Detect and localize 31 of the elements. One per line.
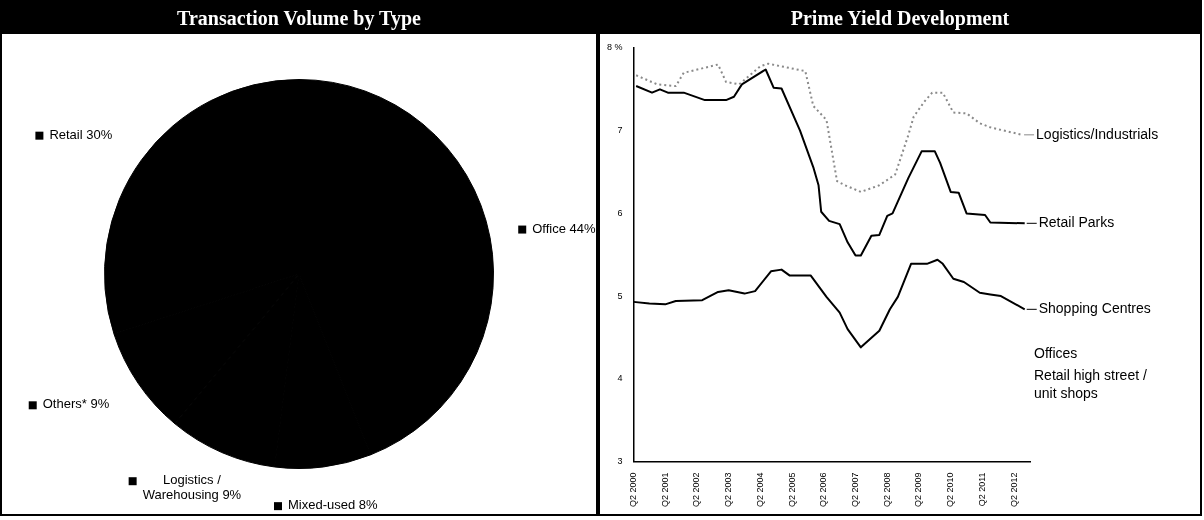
x-tick-label: Q2 2003: [723, 472, 734, 507]
x-tick-label: Q2 2005: [786, 472, 797, 507]
x-tick-label: Q2 2004: [754, 472, 765, 507]
x-tick-label: Q2 2006: [818, 472, 829, 507]
legend-label: Logistics/Industrials: [1036, 125, 1159, 142]
x-tick-label: Q2 2000: [627, 472, 638, 507]
x-tick-label: Q2 2010: [945, 472, 956, 507]
x-tick-label: Q2 2008: [881, 472, 892, 507]
y-tick-label: 3: [617, 455, 623, 466]
legend-label: Retail 30%: [49, 126, 113, 142]
text: Offices: [1034, 344, 1078, 361]
y-tick-label: 4: [617, 373, 623, 384]
y-tick-label: 5: [617, 290, 623, 301]
x-tick-label: Q2 2011: [976, 472, 987, 507]
legend-label: Retail Parks: [1038, 214, 1115, 231]
x-tick-label: Q2 2001: [659, 472, 670, 507]
legend-label: Logistics / Warehousing 9%: [142, 472, 242, 503]
legend-label: Shopping Centres: [1038, 300, 1151, 317]
x-tick-label: Q2 2007: [850, 472, 861, 507]
y-tick-label: 7: [617, 125, 623, 136]
legend-label: Mixed-used 8%: [287, 497, 379, 513]
x-tick-label: Q2 2009: [913, 472, 924, 507]
chart-title: Prime Yield Development: [600, 2, 1200, 34]
chart-title: Transaction Volume by Type: [2, 2, 596, 34]
y-tick-label: 6: [617, 207, 623, 218]
y-tick-label: 8 %: [606, 42, 623, 53]
legend-label: Others* 9%: [42, 396, 110, 412]
text: Retail high street / unit shops: [1034, 366, 1147, 401]
x-tick-label: Q2 2002: [691, 472, 702, 507]
x-tick-label: Q2 2012: [1008, 472, 1019, 507]
legend-label: Office 44%: [532, 220, 597, 236]
